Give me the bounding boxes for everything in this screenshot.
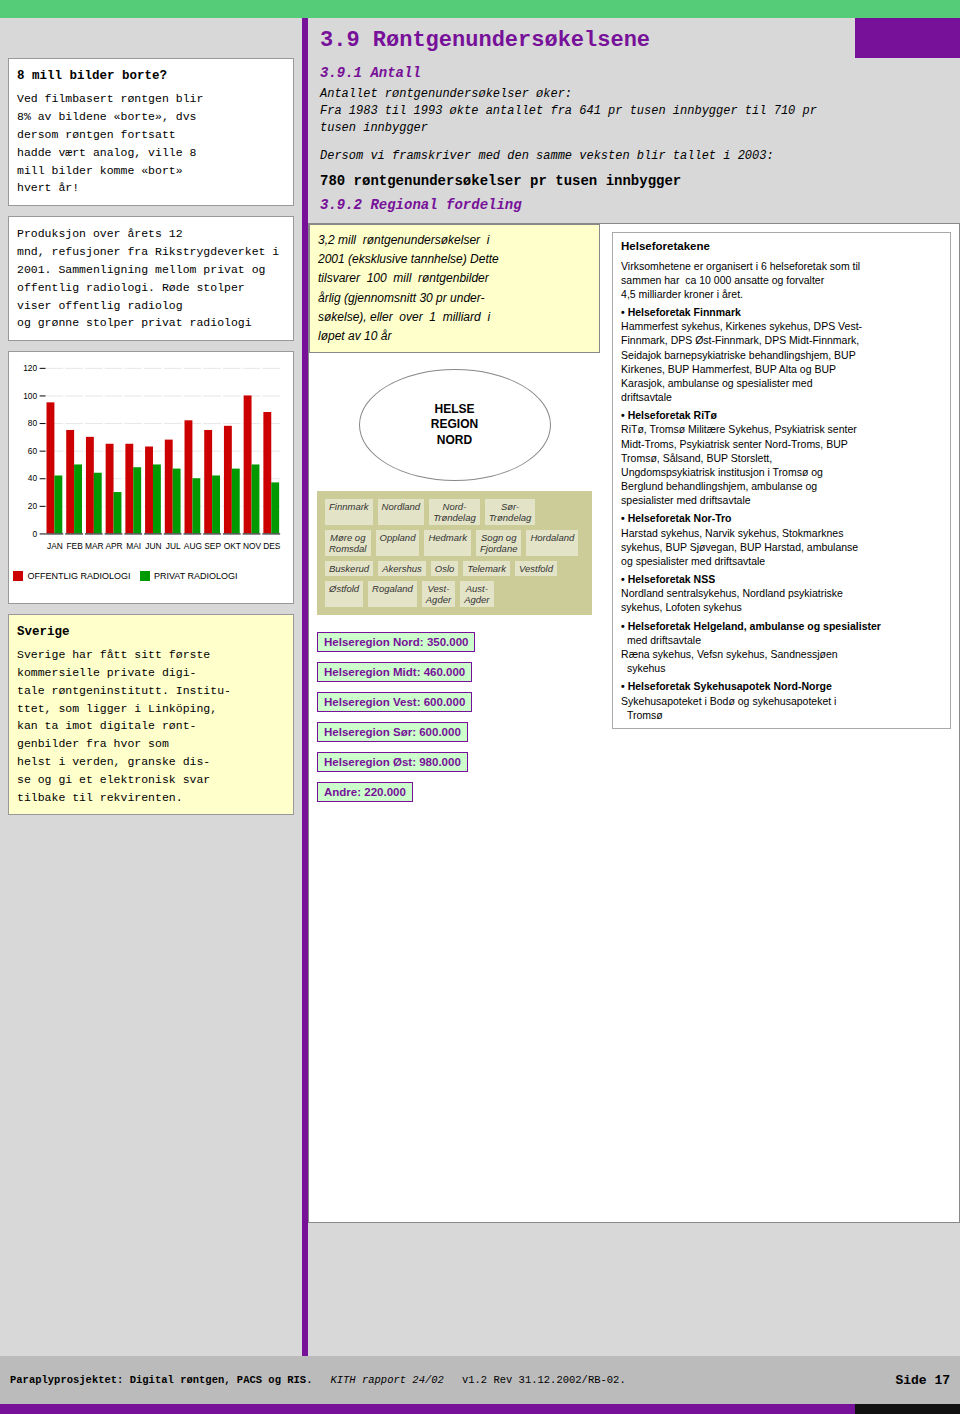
html-text:Helseforetakene: Helseforetakene <box>621 240 710 252</box>
html-text:• Helseforetak RiTø: • Helseforetak RiTø <box>621 409 717 422</box>
html-text:sykehus, Lofoten sykehus: sykehus, Lofoten sykehus <box>621 601 742 614</box>
html-text:Oppland: Oppland <box>379 532 416 544</box>
html-text:Berglund behandlingshjem, ambu: Berglund behandlingshjem, ambulanse og <box>621 480 818 493</box>
html-text:Hammerfest sykehus, Kirkenes s: Hammerfest sykehus, Kirkenes sykehus, DP… <box>621 320 863 333</box>
html-text:Helseregion Sør: 600.000: Helseregion Sør: 600.000 <box>324 726 461 739</box>
html-text:3.9 Røntgenundersøkelsene: 3.9 Røntgenundersøkelsene <box>320 28 651 53</box>
html-text:Virksomhetene er organisert i: Virksomhetene er organisert i 6 helsefor… <box>621 259 861 272</box>
svg-text:120: 120 <box>23 363 37 373</box>
html-text:RiTø, Tromsø Militære Sykehus,: RiTø, Tromsø Militære Sykehus, Psykiatri… <box>621 423 857 436</box>
html-text:• Helseforetak Sykehusapotek N: • Helseforetak Sykehusapotek Nord-Norge <box>621 680 832 693</box>
svg-text:JUL: JUL <box>166 541 181 551</box>
svg-text:DES: DES <box>263 541 281 551</box>
html-text:Karasjok, ambulanse og spesial: Karasjok, ambulanse og spesialister med <box>621 376 813 389</box>
html-text:Nordland: Nordland <box>381 501 421 513</box>
svg-text:NOV: NOV <box>243 541 262 551</box>
html-text:Finnmark, DPS Øst-Finnmark, DP: Finnmark, DPS Øst-Finnmark, DPS Midt-Fin… <box>621 334 860 347</box>
html-text:Side 17: Side 17 <box>895 1372 950 1388</box>
svg-text:MAR: MAR <box>85 541 104 551</box>
html-text:Hordaland: Hordaland <box>530 532 575 544</box>
html-text:Helseregion Midt: 460.000: Helseregion Midt: 460.000 <box>324 666 466 679</box>
html-text:Vestfold: Vestfold <box>519 563 553 575</box>
html-text:Rogaland: Rogaland <box>372 583 413 595</box>
html-text:4,5 milliarder kroner i året.: 4,5 milliarder kroner i året. <box>621 287 743 300</box>
html-text:sykehus: sykehus <box>621 662 666 675</box>
svg-text:100: 100 <box>23 391 37 401</box>
svg-text:40: 40 <box>28 474 38 484</box>
html-text:Aust- Agder: Aust- Agder <box>464 583 490 606</box>
html-text:Andre: 220.000: Andre: 220.000 <box>324 786 406 799</box>
html-text:Sykehusapoteket i Bodø og syke: Sykehusapoteket i Bodø og sykehusapoteke… <box>621 694 837 707</box>
html-text:Sverige har fått sitt første k: Sverige har fått sitt første kommersiell… <box>17 648 231 804</box>
html-text:Paraplyprosjektet: Digital røn: Paraplyprosjektet: Digital røntgen, PACS… <box>10 1374 313 1386</box>
html-text:sykehus, BUP Sjøvegan, BUP Har: sykehus, BUP Sjøvegan, BUP Harstad, ambu… <box>621 540 859 553</box>
svg-text:AUG: AUG <box>184 541 202 551</box>
html-text:Ræna sykehus, Vefsn sykehus, S: Ræna sykehus, Vefsn sykehus, Sandnessjøe… <box>621 648 838 660</box>
html-text:med driftsavtale: med driftsavtale <box>621 633 701 646</box>
html-text:Finnmark: Finnmark <box>329 501 369 513</box>
html-text:• Helseforetak Nor-Tro: • Helseforetak Nor-Tro <box>621 512 732 525</box>
html-text:Nord- Trøndelag: Nord- Trøndelag <box>433 501 476 524</box>
html-text:Akershus: Akershus <box>382 563 422 575</box>
html-text:Midt-Troms, Psykiatrisk senter: Midt-Troms, Psykiatrisk senter Nord-Trom… <box>621 437 848 450</box>
html-text:• Helseforetak Helgeland, ambu: • Helseforetak Helgeland, ambulanse og s… <box>621 619 881 632</box>
svg-text:FEB: FEB <box>66 541 83 551</box>
html-text:3.9.2 Regional fordeling: 3.9.2 Regional fordeling <box>320 197 522 213</box>
html-text:Helseregion Vest: 600.000: Helseregion Vest: 600.000 <box>324 696 466 709</box>
html-text:Seidajok barnepsykiatriske beh: Seidajok barnepsykiatriske behandlingshj… <box>621 348 856 361</box>
html-text:Kirkenes, BUP Hammerfest, BUP: Kirkenes, BUP Hammerfest, BUP Alta og BU… <box>621 362 836 375</box>
html-text:og spesialister med driftsavta: og spesialister med driftsavtale <box>621 555 766 567</box>
html-text:Fra 1983 til 1993 økte antalle: Fra 1983 til 1993 økte antallet fra 641 … <box>320 104 817 118</box>
html-text:HELSE REGION NORD: HELSE REGION NORD <box>430 401 479 447</box>
html-text:Hedmark: Hedmark <box>428 532 467 544</box>
html-text:Østfold: Østfold <box>329 583 360 595</box>
html-text:Sør- Trøndelag: Sør- Trøndelag <box>488 501 532 524</box>
html-text:OFFENTLIG RADIOLOGI: OFFENTLIG RADIOLOGI <box>27 570 131 581</box>
svg-text:0: 0 <box>32 529 37 539</box>
html-text:KITH rapport 24/02: KITH rapport 24/02 <box>330 1374 444 1386</box>
html-text:3.9.1 Antall: 3.9.1 Antall <box>320 65 421 81</box>
html-text:Helseregion Øst: 980.000: Helseregion Øst: 980.000 <box>324 756 461 769</box>
html-text:Dersom vi framskriver med den: Dersom vi framskriver med den samme veks… <box>320 149 774 163</box>
html-text:• Helseforetak Finnmark: • Helseforetak Finnmark <box>621 306 741 318</box>
html-text:Sogn og Fjordane: Sogn og Fjordane <box>480 532 518 555</box>
svg-text:60: 60 <box>28 446 38 456</box>
html-text:• Helseforetak NSS: • Helseforetak NSS <box>621 573 716 586</box>
html-text:PRIVAT RADIOLOGI: PRIVAT RADIOLOGI <box>154 570 238 581</box>
html-text:Buskerud: Buskerud <box>329 563 370 575</box>
html-text:Ungdomspsykiatrisk institusjon: Ungdomspsykiatrisk institusjon i Tromsø … <box>621 465 823 478</box>
html-text:Oslo: Oslo <box>434 563 455 575</box>
html-text:Telemark: Telemark <box>467 563 506 575</box>
html-text:spesialister med driftsavtale: spesialister med driftsavtale <box>621 494 751 507</box>
html-text:8 mill bilder borte?: 8 mill bilder borte? <box>17 69 167 83</box>
svg-text:APR: APR <box>105 541 122 551</box>
html-text:780 røntgenundersøkelser pr tu: 780 røntgenundersøkelser pr tusen innbyg… <box>320 173 682 189</box>
html-text:Tromsø: Tromsø <box>621 708 663 721</box>
html-text:Møre og Romsdal: Møre og Romsdal <box>329 532 367 555</box>
html-text:v1.2 Rev 31.12.2002/RB-02.: v1.2 Rev 31.12.2002/RB-02. <box>461 1374 626 1386</box>
html-text:sammen har ca 10 000 ansatte o: sammen har ca 10 000 ansatte og forvalte… <box>621 273 825 286</box>
svg-text:JUN: JUN <box>145 541 161 551</box>
svg-text:SEP: SEP <box>204 541 221 551</box>
html-text:Helseregion Nord: 350.000: Helseregion Nord: 350.000 <box>324 636 469 649</box>
html-text:driftsavtale: driftsavtale <box>621 391 672 404</box>
svg-text:80: 80 <box>28 418 38 428</box>
svg-text:JAN: JAN <box>47 541 63 551</box>
html-text:Nordland sentralsykehus, Nordl: Nordland sentralsykehus, Nordland psykia… <box>621 587 843 600</box>
html-text:Sverige: Sverige <box>17 624 70 639</box>
html-text:3,2 mill røntgenundersøkelser: 3,2 mill røntgenundersøkelser i 2001 (ek… <box>318 233 499 343</box>
svg-text:20: 20 <box>28 501 38 511</box>
html-text:Produksjon over årets 12 mnd,: Produksjon over årets 12 mnd, refusjoner… <box>17 227 287 330</box>
svg-text:MAI: MAI <box>126 541 141 551</box>
html-text:tusen innbygger: tusen innbygger <box>320 121 428 135</box>
svg-text:OKT: OKT <box>224 541 241 551</box>
html-text:Tromsø, Sålsand, BUP Storslett: Tromsø, Sålsand, BUP Storslett, <box>621 451 773 464</box>
html-text:Vest- Agder: Vest- Agder <box>425 583 452 606</box>
html-text:Ved filmbasert røntgen blir 8%: Ved filmbasert røntgen blir 8% av bilden… <box>17 92 204 195</box>
html-text:Harstad sykehus, Narvik sykehu: Harstad sykehus, Narvik sykehus, Stokmar… <box>621 526 844 539</box>
html-text:Antallet røntgenundersøkelser: Antallet røntgenundersøkelser øker: <box>320 87 572 101</box>
